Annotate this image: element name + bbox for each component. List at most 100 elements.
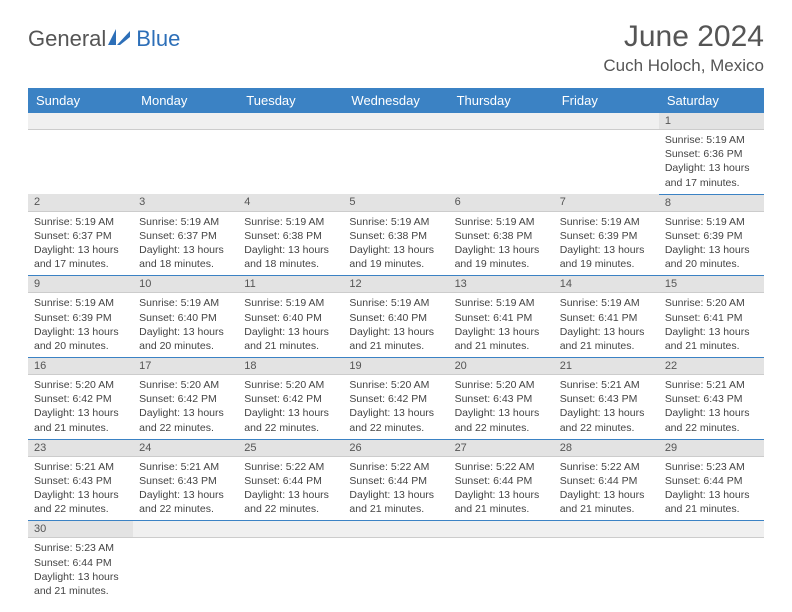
daylight-line: Daylight: 13 hours and 19 minutes. [349, 243, 442, 271]
day-content-cell [133, 130, 238, 195]
day-content-cell: Sunrise: 5:23 AMSunset: 6:44 PMDaylight:… [659, 456, 764, 521]
day-content-cell: Sunrise: 5:19 AMSunset: 6:37 PMDaylight:… [133, 211, 238, 276]
sunset-line: Sunset: 6:44 PM [560, 474, 653, 488]
sunrise-line: Sunrise: 5:19 AM [139, 296, 232, 310]
sunrise-line: Sunrise: 5:21 AM [665, 378, 758, 392]
day-content-cell [343, 538, 448, 602]
sunset-line: Sunset: 6:43 PM [34, 474, 127, 488]
daylight-line: Daylight: 13 hours and 21 minutes. [455, 325, 548, 353]
daylight-line: Daylight: 13 hours and 22 minutes. [455, 406, 548, 434]
sunrise-line: Sunrise: 5:19 AM [455, 215, 548, 229]
sunset-line: Sunset: 6:41 PM [665, 311, 758, 325]
day-number-cell: 6 [449, 194, 554, 211]
day-content-cell [133, 538, 238, 602]
day-content-cell: Sunrise: 5:19 AMSunset: 6:40 PMDaylight:… [133, 293, 238, 358]
day-number-cell: 11 [238, 276, 343, 293]
day-number-cell: 18 [238, 358, 343, 375]
daylight-line: Daylight: 13 hours and 22 minutes. [244, 406, 337, 434]
sunrise-line: Sunrise: 5:20 AM [139, 378, 232, 392]
day-content-cell: Sunrise: 5:21 AMSunset: 6:43 PMDaylight:… [554, 375, 659, 440]
weekday-header: Friday [554, 88, 659, 113]
day-content-cell: Sunrise: 5:21 AMSunset: 6:43 PMDaylight:… [659, 375, 764, 440]
day-content-cell: Sunrise: 5:22 AMSunset: 6:44 PMDaylight:… [343, 456, 448, 521]
sunrise-line: Sunrise: 5:21 AM [139, 460, 232, 474]
sunrise-line: Sunrise: 5:19 AM [560, 215, 653, 229]
day-number-cell: 8 [659, 194, 764, 211]
day-number-cell: 22 [659, 358, 764, 375]
daylight-line: Daylight: 13 hours and 20 minutes. [665, 243, 758, 271]
day-content-cell [554, 130, 659, 195]
day-number-cell [659, 521, 764, 538]
daylight-line: Daylight: 13 hours and 21 minutes. [349, 488, 442, 516]
day-content-cell [554, 538, 659, 602]
sunset-line: Sunset: 6:40 PM [139, 311, 232, 325]
day-number-cell: 15 [659, 276, 764, 293]
day-content-cell: Sunrise: 5:20 AMSunset: 6:41 PMDaylight:… [659, 293, 764, 358]
day-number-cell: 3 [133, 194, 238, 211]
sunrise-line: Sunrise: 5:19 AM [349, 215, 442, 229]
sunrise-line: Sunrise: 5:22 AM [560, 460, 653, 474]
day-content-cell: Sunrise: 5:20 AMSunset: 6:42 PMDaylight:… [28, 375, 133, 440]
sunrise-line: Sunrise: 5:21 AM [34, 460, 127, 474]
day-number-cell: 28 [554, 439, 659, 456]
day-content-cell: Sunrise: 5:19 AMSunset: 6:38 PMDaylight:… [238, 211, 343, 276]
day-number-cell [449, 521, 554, 538]
day-number-cell [554, 521, 659, 538]
logo: General Blue [28, 26, 180, 52]
day-content-cell: Sunrise: 5:19 AMSunset: 6:41 PMDaylight:… [554, 293, 659, 358]
day-content-row: Sunrise: 5:19 AMSunset: 6:37 PMDaylight:… [28, 211, 764, 276]
sunrise-line: Sunrise: 5:22 AM [349, 460, 442, 474]
daylight-line: Daylight: 13 hours and 21 minutes. [665, 325, 758, 353]
day-number-cell [343, 113, 448, 130]
day-number-cell: 20 [449, 358, 554, 375]
day-content-cell: Sunrise: 5:19 AMSunset: 6:40 PMDaylight:… [343, 293, 448, 358]
sunset-line: Sunset: 6:38 PM [349, 229, 442, 243]
day-number-cell [554, 113, 659, 130]
daylight-line: Daylight: 13 hours and 19 minutes. [560, 243, 653, 271]
sunrise-line: Sunrise: 5:23 AM [665, 460, 758, 474]
day-content-cell [343, 130, 448, 195]
sunset-line: Sunset: 6:36 PM [665, 147, 758, 161]
sunrise-line: Sunrise: 5:20 AM [34, 378, 127, 392]
sunrise-line: Sunrise: 5:19 AM [34, 215, 127, 229]
day-content-cell: Sunrise: 5:21 AMSunset: 6:43 PMDaylight:… [28, 456, 133, 521]
sunrise-line: Sunrise: 5:21 AM [560, 378, 653, 392]
sunset-line: Sunset: 6:42 PM [349, 392, 442, 406]
sunrise-line: Sunrise: 5:20 AM [244, 378, 337, 392]
day-number-cell [133, 521, 238, 538]
weekday-header: Monday [133, 88, 238, 113]
day-number-cell [343, 521, 448, 538]
daylight-line: Daylight: 13 hours and 21 minutes. [455, 488, 548, 516]
day-number-row: 23242526272829 [28, 439, 764, 456]
sunset-line: Sunset: 6:44 PM [244, 474, 337, 488]
sunset-line: Sunset: 6:44 PM [34, 556, 127, 570]
sunrise-line: Sunrise: 5:19 AM [244, 215, 337, 229]
day-content-cell: Sunrise: 5:19 AMSunset: 6:38 PMDaylight:… [449, 211, 554, 276]
daylight-line: Daylight: 13 hours and 21 minutes. [34, 406, 127, 434]
day-content-cell: Sunrise: 5:19 AMSunset: 6:39 PMDaylight:… [28, 293, 133, 358]
sunset-line: Sunset: 6:42 PM [139, 392, 232, 406]
day-number-cell: 1 [659, 113, 764, 130]
day-number-cell: 19 [343, 358, 448, 375]
sunrise-line: Sunrise: 5:19 AM [244, 296, 337, 310]
day-content-cell [449, 130, 554, 195]
day-number-row: 1 [28, 113, 764, 130]
sunrise-line: Sunrise: 5:20 AM [665, 296, 758, 310]
day-number-cell: 13 [449, 276, 554, 293]
day-number-cell: 21 [554, 358, 659, 375]
day-number-cell: 16 [28, 358, 133, 375]
page-title: June 2024 [603, 20, 764, 54]
daylight-line: Daylight: 13 hours and 18 minutes. [139, 243, 232, 271]
sunrise-line: Sunrise: 5:19 AM [349, 296, 442, 310]
day-content-cell: Sunrise: 5:19 AMSunset: 6:39 PMDaylight:… [554, 211, 659, 276]
day-number-cell: 27 [449, 439, 554, 456]
day-content-cell: Sunrise: 5:20 AMSunset: 6:42 PMDaylight:… [133, 375, 238, 440]
day-number-cell: 24 [133, 439, 238, 456]
sunset-line: Sunset: 6:44 PM [665, 474, 758, 488]
flag-icon [108, 27, 134, 52]
sunrise-line: Sunrise: 5:19 AM [665, 133, 758, 147]
day-number-row: 16171819202122 [28, 358, 764, 375]
sunset-line: Sunset: 6:41 PM [560, 311, 653, 325]
day-number-cell: 14 [554, 276, 659, 293]
daylight-line: Daylight: 13 hours and 17 minutes. [34, 243, 127, 271]
